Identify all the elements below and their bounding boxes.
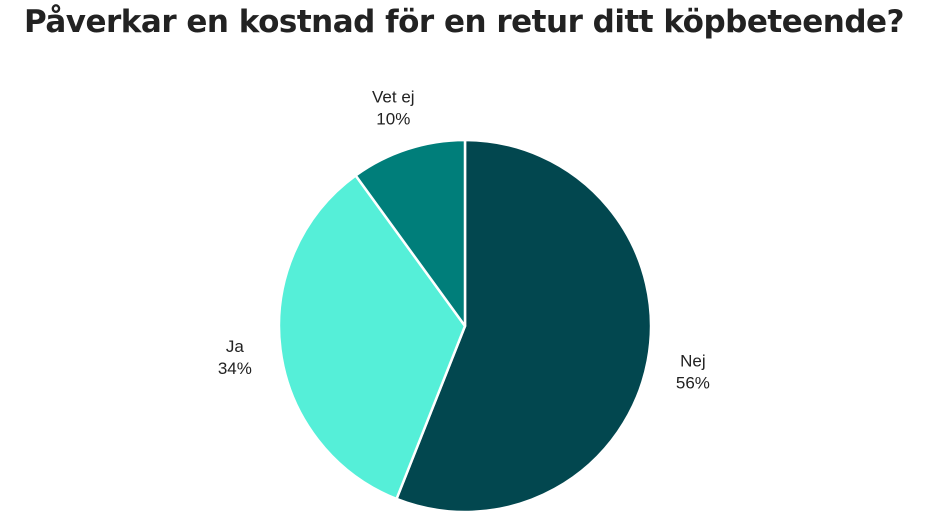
pie-slice-vet-ej	[354, 138, 467, 328]
pie-labels: Nej 56% Ja 34% Vet ej 10%	[218, 87, 710, 392]
slice-percentage: 10%	[376, 109, 410, 128]
pie-slice-ja	[277, 174, 467, 501]
pie-slice-nej	[395, 138, 653, 514]
slice-category-name: Nej	[680, 351, 706, 370]
slice-category-name: Vet ej	[372, 87, 415, 106]
slice-label-vet-ej: Vet ej 10%	[372, 87, 415, 128]
chart-title: Påverkar en kostnad för en retur ditt kö…	[23, 4, 905, 40]
slice-percentage: 34%	[218, 359, 252, 378]
slice-label-ja: Ja 34%	[218, 337, 252, 378]
slice-percentage: 56%	[676, 373, 710, 392]
pie-slices	[277, 138, 653, 514]
slice-label-nej: Nej 56%	[676, 351, 710, 392]
slice-category-name: Ja	[226, 337, 245, 356]
